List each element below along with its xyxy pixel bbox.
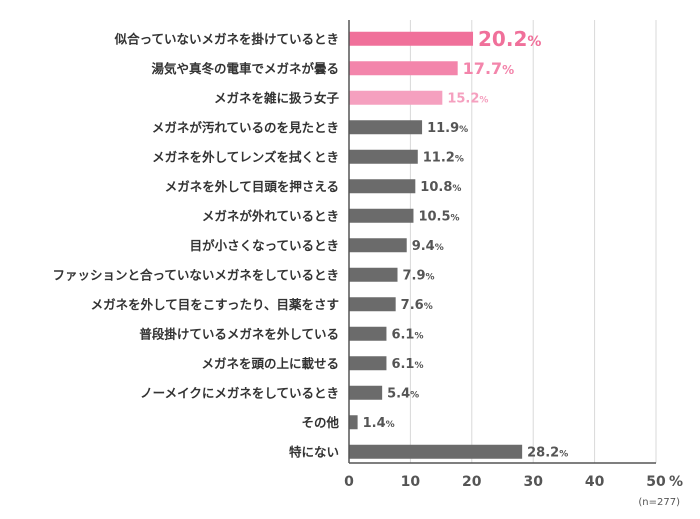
value-unit: % [479, 95, 488, 105]
x-tick-label: 50 [646, 474, 666, 490]
bar [349, 208, 414, 223]
value-number: 6.1 [391, 357, 414, 372]
value-number: 7.6 [401, 298, 424, 313]
value-number: 1.4 [363, 416, 386, 431]
value-label: 11.9% [427, 121, 468, 136]
bar [349, 326, 387, 341]
value-number: 6.1 [391, 327, 414, 342]
bar [349, 415, 358, 430]
value-unit: % [414, 331, 423, 341]
value-unit: % [452, 184, 461, 194]
category-label: メガネを頭の上に載せる [201, 356, 339, 371]
value-label: 11.2% [423, 150, 464, 165]
value-labels: 20.2%17.7%15.2%11.9%11.2%10.8%10.5%9.4%7… [363, 27, 569, 460]
value-number: 11.9 [427, 121, 459, 136]
category-label: 普段掛けているメガネを外している [139, 326, 339, 341]
value-unit: % [455, 154, 464, 164]
value-number: 15.2 [447, 91, 479, 106]
value-label: 20.2% [478, 27, 541, 51]
category-label: メガネを外して目頭を押さえる [165, 179, 339, 194]
value-unit: % [424, 302, 433, 312]
value-number: 17.7 [463, 59, 502, 78]
category-label: メガネを雑に扱う女子 [214, 90, 340, 105]
category-label: 特にない [289, 444, 339, 459]
bar [349, 61, 458, 76]
category-label: ノーメイクにメガネをしているとき [140, 385, 339, 400]
sample-size-note: (n=277) [638, 497, 680, 508]
grid-lines [409, 20, 657, 463]
value-label: 5.4% [387, 386, 419, 401]
value-label: 7.9% [403, 268, 435, 283]
value-number: 5.4 [387, 386, 410, 401]
x-tick-label: 0 [344, 474, 354, 490]
x-tick-label: 40 [585, 474, 605, 490]
value-number: 28.2 [527, 445, 559, 460]
x-tick-label: 20 [462, 474, 482, 490]
value-number: 20.2 [478, 27, 527, 51]
category-label: メガネを外して目をこすったり、目薬をさす [91, 297, 339, 312]
bar [349, 179, 416, 194]
category-label: メガネが汚れているのを見たとき [152, 120, 339, 135]
value-label: 9.4% [412, 239, 444, 254]
category-label: 目が小さくなっているとき [190, 238, 339, 253]
value-label: 6.1% [391, 357, 423, 372]
bar [349, 267, 398, 282]
value-number: 10.5 [418, 209, 450, 224]
value-number: 9.4 [412, 239, 435, 254]
bar [349, 297, 396, 312]
value-unit: % [527, 34, 541, 50]
x-tick-label: 30 [523, 474, 543, 490]
bar [349, 90, 443, 105]
x-axis-unit: % [669, 474, 683, 490]
category-label: メガネが外れているとき [202, 208, 339, 223]
category-label: 湯気や真冬の電車でメガネが曇る [151, 61, 339, 76]
value-label: 17.7% [463, 59, 515, 78]
bar [349, 120, 423, 135]
bars-group [349, 31, 523, 459]
bar [349, 31, 474, 46]
value-number: 7.9 [403, 268, 426, 283]
bar [349, 149, 418, 164]
value-unit: % [459, 125, 468, 135]
value-label: 7.6% [401, 298, 433, 313]
value-unit: % [414, 361, 423, 371]
value-number: 11.2 [423, 150, 455, 165]
category-label: 似合っていないメガネを掛けているとき [114, 31, 339, 46]
value-unit: % [502, 63, 514, 77]
x-axis-ticks: 0 10 20 30 40 50% [344, 474, 683, 490]
bar [349, 356, 387, 371]
value-unit: % [410, 390, 419, 400]
value-label: 10.5% [418, 209, 459, 224]
value-label: 10.8% [420, 180, 461, 195]
x-tick-label: 10 [401, 474, 421, 490]
bar [349, 444, 523, 459]
value-label: 6.1% [391, 327, 423, 342]
category-label: その他 [301, 415, 339, 430]
value-unit: % [435, 243, 444, 253]
value-label: 28.2% [527, 445, 568, 460]
value-label: 1.4% [363, 416, 395, 431]
bar [349, 385, 383, 400]
value-unit: % [426, 272, 435, 282]
value-unit: % [386, 420, 395, 430]
bar [349, 238, 407, 253]
value-number: 10.8 [420, 180, 452, 195]
value-unit: % [559, 449, 568, 459]
category-labels: 似合っていないメガネを掛けているとき湯気や真冬の電車でメガネが曇るメガネを雑に扱… [52, 31, 339, 459]
category-label: ファッションと合っていないメガネをしているとき [52, 267, 339, 282]
category-label: メガネを外してレンズを拭くとき [152, 149, 339, 164]
value-unit: % [451, 213, 460, 223]
value-label: 15.2% [447, 91, 488, 106]
